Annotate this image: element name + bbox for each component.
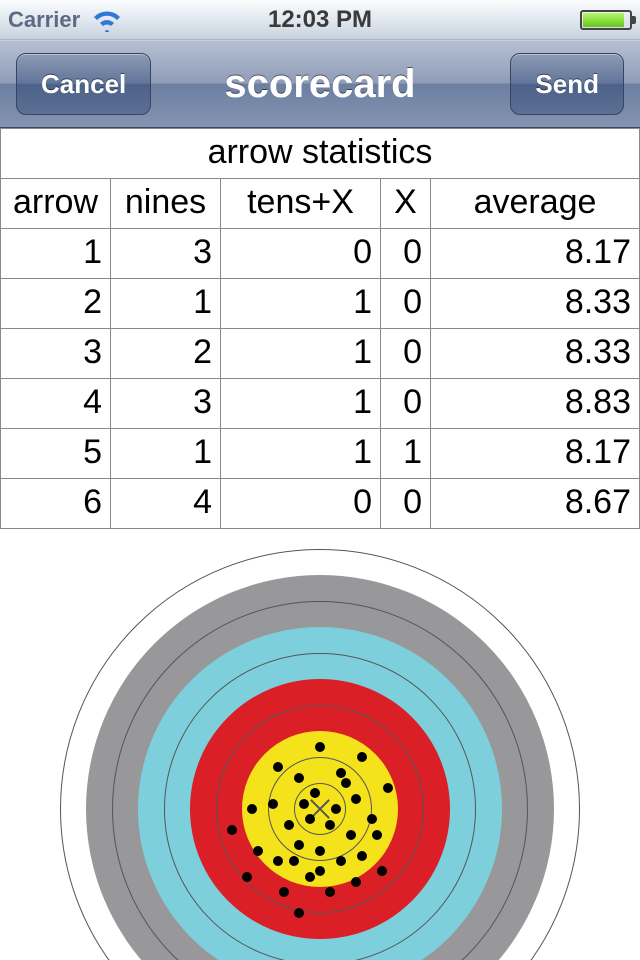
arrow-hit: [268, 799, 278, 809]
table-cell: 5: [1, 429, 111, 479]
table-cell: 1: [221, 279, 381, 329]
table-cell: 8.33: [431, 279, 640, 329]
stats-table: arrow nines tens+X X average 13008.17211…: [0, 178, 640, 529]
table-cell: 0: [381, 479, 431, 529]
table-cell: 8.17: [431, 429, 640, 479]
arrow-hit: [336, 856, 346, 866]
table-row: 21108.33: [1, 279, 640, 329]
arrow-hit: [279, 887, 289, 897]
carrier-label: Carrier: [8, 7, 80, 33]
cancel-button-label: Cancel: [41, 69, 126, 100]
arrow-hit: [253, 846, 263, 856]
arrow-hit: [289, 856, 299, 866]
table-cell: 1: [111, 429, 221, 479]
table-cell: 0: [381, 379, 431, 429]
arrow-hit: [242, 872, 252, 882]
table-header-row: arrow nines tens+X X average: [1, 179, 640, 229]
table-cell: 8.17: [431, 229, 640, 279]
send-button[interactable]: Send: [510, 53, 624, 115]
table-cell: 3: [111, 229, 221, 279]
arrow-hit: [305, 814, 315, 824]
col-header-tens: tens+X: [221, 179, 381, 229]
arrow-hit: [310, 788, 320, 798]
table-cell: 8.83: [431, 379, 640, 429]
table-cell: 2: [1, 279, 111, 329]
stats-title: arrow statistics: [0, 128, 640, 178]
table-row: 13008.17: [1, 229, 640, 279]
arrow-hit: [341, 778, 351, 788]
battery-icon: [580, 10, 632, 30]
table-cell: 8.67: [431, 479, 640, 529]
table-row: 32108.33: [1, 329, 640, 379]
arrow-hit: [372, 830, 382, 840]
arrow-hit: [273, 856, 283, 866]
col-header-nines: nines: [111, 179, 221, 229]
arrow-hit: [377, 866, 387, 876]
arrow-hit: [367, 814, 377, 824]
table-cell: 0: [221, 229, 381, 279]
arrow-hit: [294, 840, 304, 850]
table-cell: 4: [111, 479, 221, 529]
target-face: [60, 549, 580, 960]
arrow-hit: [247, 804, 257, 814]
arrow-hit: [336, 768, 346, 778]
col-header-average: average: [431, 179, 640, 229]
table-cell: 1: [381, 429, 431, 479]
table-cell: 3: [111, 379, 221, 429]
table-cell: 0: [381, 279, 431, 329]
wifi-icon: [90, 8, 124, 32]
arrow-hit: [299, 799, 309, 809]
table-cell: 1: [111, 279, 221, 329]
table-row: 43108.83: [1, 379, 640, 429]
arrow-hit: [357, 752, 367, 762]
arrow-hit: [305, 872, 315, 882]
arrow-hit: [315, 866, 325, 876]
table-cell: 0: [381, 229, 431, 279]
arrow-hit: [294, 773, 304, 783]
arrow-hit: [284, 820, 294, 830]
arrow-hit: [325, 887, 335, 897]
arrow-hit: [357, 851, 367, 861]
target-section: [0, 549, 640, 960]
table-cell: 4: [1, 379, 111, 429]
table-cell: 0: [221, 479, 381, 529]
stats-section: arrow statistics arrow nines tens+X X av…: [0, 128, 640, 529]
arrow-hit: [383, 783, 393, 793]
arrow-hit: [273, 762, 283, 772]
arrow-hit: [325, 820, 335, 830]
arrow-hit: [351, 877, 361, 887]
table-cell: 3: [1, 329, 111, 379]
table-cell: 1: [221, 379, 381, 429]
col-header-arrow: arrow: [1, 179, 111, 229]
status-bar: Carrier 12:03 PM: [0, 0, 640, 40]
arrow-hit: [227, 825, 237, 835]
nav-bar: Cancel scorecard Send: [0, 40, 640, 128]
arrow-hit: [315, 742, 325, 752]
table-cell: 6: [1, 479, 111, 529]
arrow-hit: [351, 794, 361, 804]
table-row: 51118.17: [1, 429, 640, 479]
table-cell: 1: [221, 429, 381, 479]
arrow-hit: [346, 830, 356, 840]
col-header-x: X: [381, 179, 431, 229]
table-cell: 2: [111, 329, 221, 379]
table-row: 64008.67: [1, 479, 640, 529]
table-cell: 1: [221, 329, 381, 379]
table-cell: 1: [1, 229, 111, 279]
table-cell: 0: [381, 329, 431, 379]
table-cell: 8.33: [431, 329, 640, 379]
cancel-button[interactable]: Cancel: [16, 53, 151, 115]
arrow-hit: [331, 804, 341, 814]
arrow-hit: [315, 846, 325, 856]
send-button-label: Send: [535, 69, 599, 100]
arrow-hit: [294, 908, 304, 918]
